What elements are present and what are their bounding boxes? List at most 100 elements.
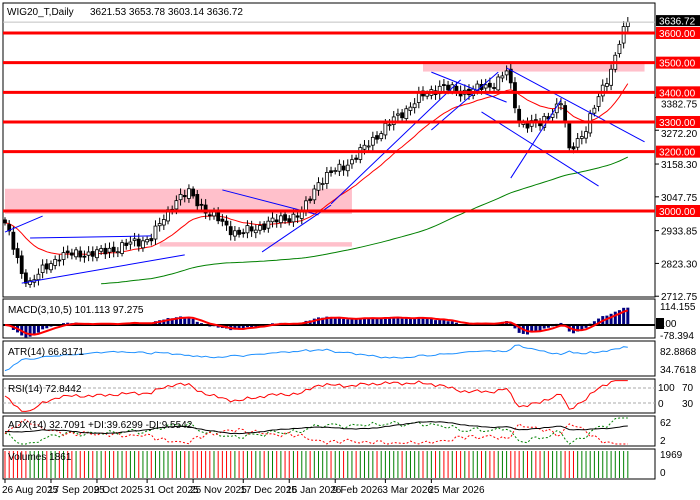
bullish-candle — [107, 247, 112, 253]
bullish-candle — [404, 108, 409, 119]
bearish-candle — [199, 203, 204, 206]
slow-moving-average-line — [101, 156, 629, 285]
trendline — [506, 67, 645, 143]
bullish-candle — [379, 133, 384, 140]
bearish-candle — [220, 218, 225, 222]
bearish-candle — [400, 112, 405, 119]
level-price-label: 3300.00 — [659, 118, 696, 129]
bearish-candle — [237, 229, 241, 235]
x-tick-label: 31 Oct 2025 — [144, 485, 199, 496]
bullish-candle — [49, 263, 53, 271]
bearish-candle — [492, 87, 496, 89]
bullish-candle — [358, 147, 363, 160]
bullish-candle — [153, 225, 158, 240]
bearish-candle — [295, 215, 300, 218]
bearish-candle — [228, 226, 233, 236]
bearish-candle — [487, 82, 492, 88]
bearish-candle — [563, 105, 568, 124]
bullish-candle — [157, 223, 162, 227]
bullish-candle — [253, 229, 258, 234]
bullish-candle — [258, 225, 262, 231]
rsi-line — [4, 380, 628, 412]
bullish-candle — [36, 273, 41, 281]
bearish-candle — [65, 250, 70, 254]
bullish-candle — [324, 172, 329, 184]
bearish-candle — [203, 204, 208, 214]
trendline — [431, 71, 507, 103]
bullish-candle — [28, 280, 32, 285]
y-tick-label: 2823.30 — [661, 259, 698, 270]
bullish-candle — [425, 93, 430, 97]
bullish-candle — [74, 249, 78, 258]
bullish-candle — [416, 92, 421, 103]
y-tick-label: 2712.75 — [661, 292, 698, 303]
adx-min: 2 — [660, 436, 666, 447]
bullish-candle — [584, 131, 588, 139]
bearish-candle — [262, 223, 267, 230]
x-tick-label: 17 Dec 2025 — [240, 485, 297, 496]
trendline — [261, 204, 332, 253]
atr-min: 34.7618 — [660, 365, 697, 376]
level-price-label: 3600.00 — [659, 29, 696, 40]
panel-frame-2 — [2, 340, 656, 377]
level-price-tag — [656, 115, 700, 128]
bullish-candle — [362, 144, 367, 150]
bearish-candle — [182, 195, 187, 198]
bearish-candle — [567, 123, 572, 149]
ohlc-readout: 3621.53 3653.78 3603.14 3636.72 — [90, 7, 243, 18]
bearish-candle — [149, 238, 154, 242]
bearish-candle — [283, 214, 287, 221]
minus-di-line — [4, 418, 628, 445]
level-price-tag — [656, 145, 700, 158]
y-tick-label: 3047.75 — [661, 193, 698, 204]
bearish-candle — [15, 248, 20, 259]
x-tick-label: 25 Nov 2025 — [190, 485, 247, 496]
trendline — [21, 254, 185, 284]
bearish-candle — [354, 157, 359, 160]
volume-min: 0 — [660, 468, 666, 479]
macd-label: MACD(3,10,5) 101.113 97.275 — [8, 305, 144, 316]
trendline — [330, 79, 461, 205]
bullish-candle — [270, 217, 275, 223]
x-tick-label: 9 Oct 2025 — [94, 485, 143, 496]
bullish-candle — [617, 43, 622, 55]
atr-line — [4, 344, 628, 372]
adx-max: 62 — [660, 418, 672, 429]
bearish-candle — [241, 232, 246, 235]
trendline — [510, 99, 562, 179]
y-tick-label: 3272.20 — [661, 129, 698, 140]
bullish-candle — [187, 188, 191, 199]
bullish-candle — [312, 188, 317, 201]
bullish-candle — [575, 138, 580, 148]
bearish-candle — [23, 272, 28, 284]
bearish-candle — [44, 263, 49, 270]
macd-zero: 0.00 — [657, 319, 677, 330]
trendline — [481, 111, 599, 187]
level-price-label: 3400.00 — [659, 88, 696, 99]
bullish-candle — [625, 21, 630, 27]
bullish-candle — [383, 123, 388, 136]
level-price-tag — [656, 26, 700, 39]
bearish-candle — [513, 82, 517, 109]
chart-title: WIG20_T,Daily — [7, 7, 74, 18]
bearish-candle — [136, 238, 141, 247]
bullish-candle — [333, 170, 338, 172]
bearish-candle — [454, 85, 459, 92]
bullish-candle — [592, 107, 597, 114]
bullish-candle — [621, 26, 626, 44]
bearish-candle — [191, 188, 196, 197]
bearish-candle — [19, 255, 24, 274]
volume-max: 1969 — [660, 450, 683, 461]
bullish-candle — [350, 159, 354, 165]
bearish-candle — [571, 146, 576, 150]
bearish-candle — [308, 198, 313, 201]
bullish-candle — [483, 84, 488, 89]
bullish-candle — [95, 249, 99, 259]
level-price-tag — [656, 56, 700, 69]
bullish-candle — [61, 252, 66, 260]
bullish-candle — [387, 124, 392, 127]
volume-label: Volumes 1861 — [8, 452, 72, 463]
rsi-70: 70 — [682, 383, 694, 394]
